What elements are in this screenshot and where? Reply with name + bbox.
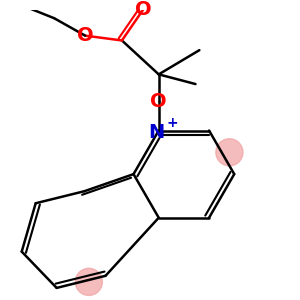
Text: O: O xyxy=(135,0,152,19)
Text: N: N xyxy=(149,123,165,142)
Circle shape xyxy=(75,268,102,296)
Text: +: + xyxy=(167,116,178,130)
Circle shape xyxy=(216,139,243,166)
Text: O: O xyxy=(150,92,167,111)
Text: O: O xyxy=(77,26,93,45)
